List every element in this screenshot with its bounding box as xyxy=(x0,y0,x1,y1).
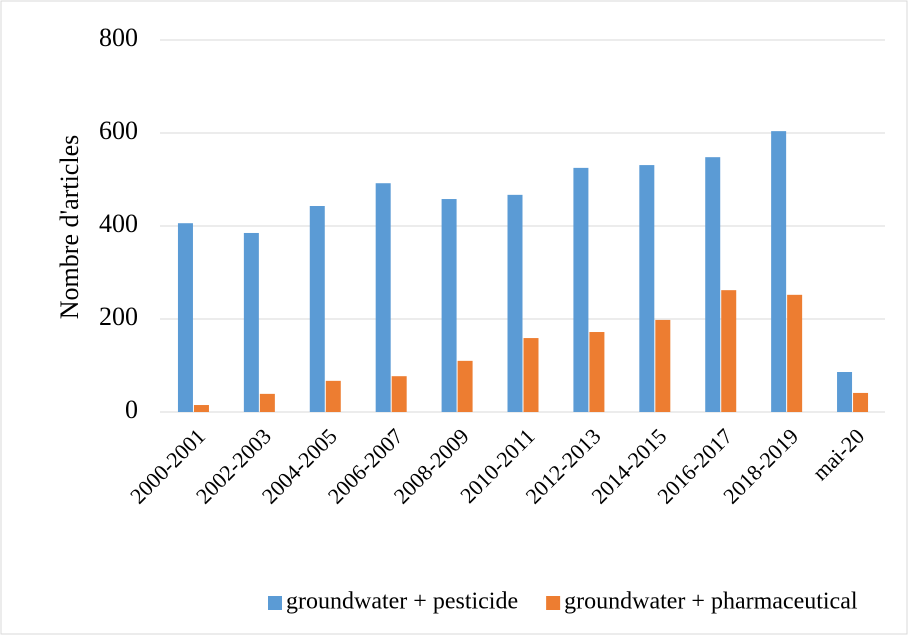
legend-label: groundwater + pesticide xyxy=(286,589,518,615)
legend-swatch xyxy=(546,596,561,610)
y-tick-label: 200 xyxy=(99,302,138,331)
bar xyxy=(243,232,259,412)
bar xyxy=(655,319,671,412)
bar xyxy=(177,223,193,412)
bar xyxy=(787,294,803,412)
bar xyxy=(705,157,721,412)
y-tick-label: 0 xyxy=(125,395,138,424)
y-tick-label: 600 xyxy=(99,116,138,145)
bar xyxy=(259,393,275,412)
bar xyxy=(639,165,655,412)
bar xyxy=(507,194,523,412)
bar xyxy=(837,372,853,412)
bar xyxy=(589,332,605,412)
bar xyxy=(457,360,473,412)
y-axis-title: Nombre d'articles xyxy=(55,135,84,319)
bar xyxy=(441,199,457,412)
legend-swatch xyxy=(268,596,282,610)
bar xyxy=(523,338,539,412)
bar xyxy=(771,131,787,412)
bar xyxy=(309,206,325,412)
bar xyxy=(573,167,589,412)
legend-label: groundwater + pharmaceutical xyxy=(564,589,858,615)
y-tick-label: 800 xyxy=(99,23,138,52)
bar xyxy=(325,380,341,412)
y-tick-label: 400 xyxy=(99,209,138,238)
bar xyxy=(853,392,869,412)
bar xyxy=(391,376,407,412)
bar xyxy=(193,405,209,412)
bar xyxy=(721,290,737,412)
bar xyxy=(375,183,391,412)
